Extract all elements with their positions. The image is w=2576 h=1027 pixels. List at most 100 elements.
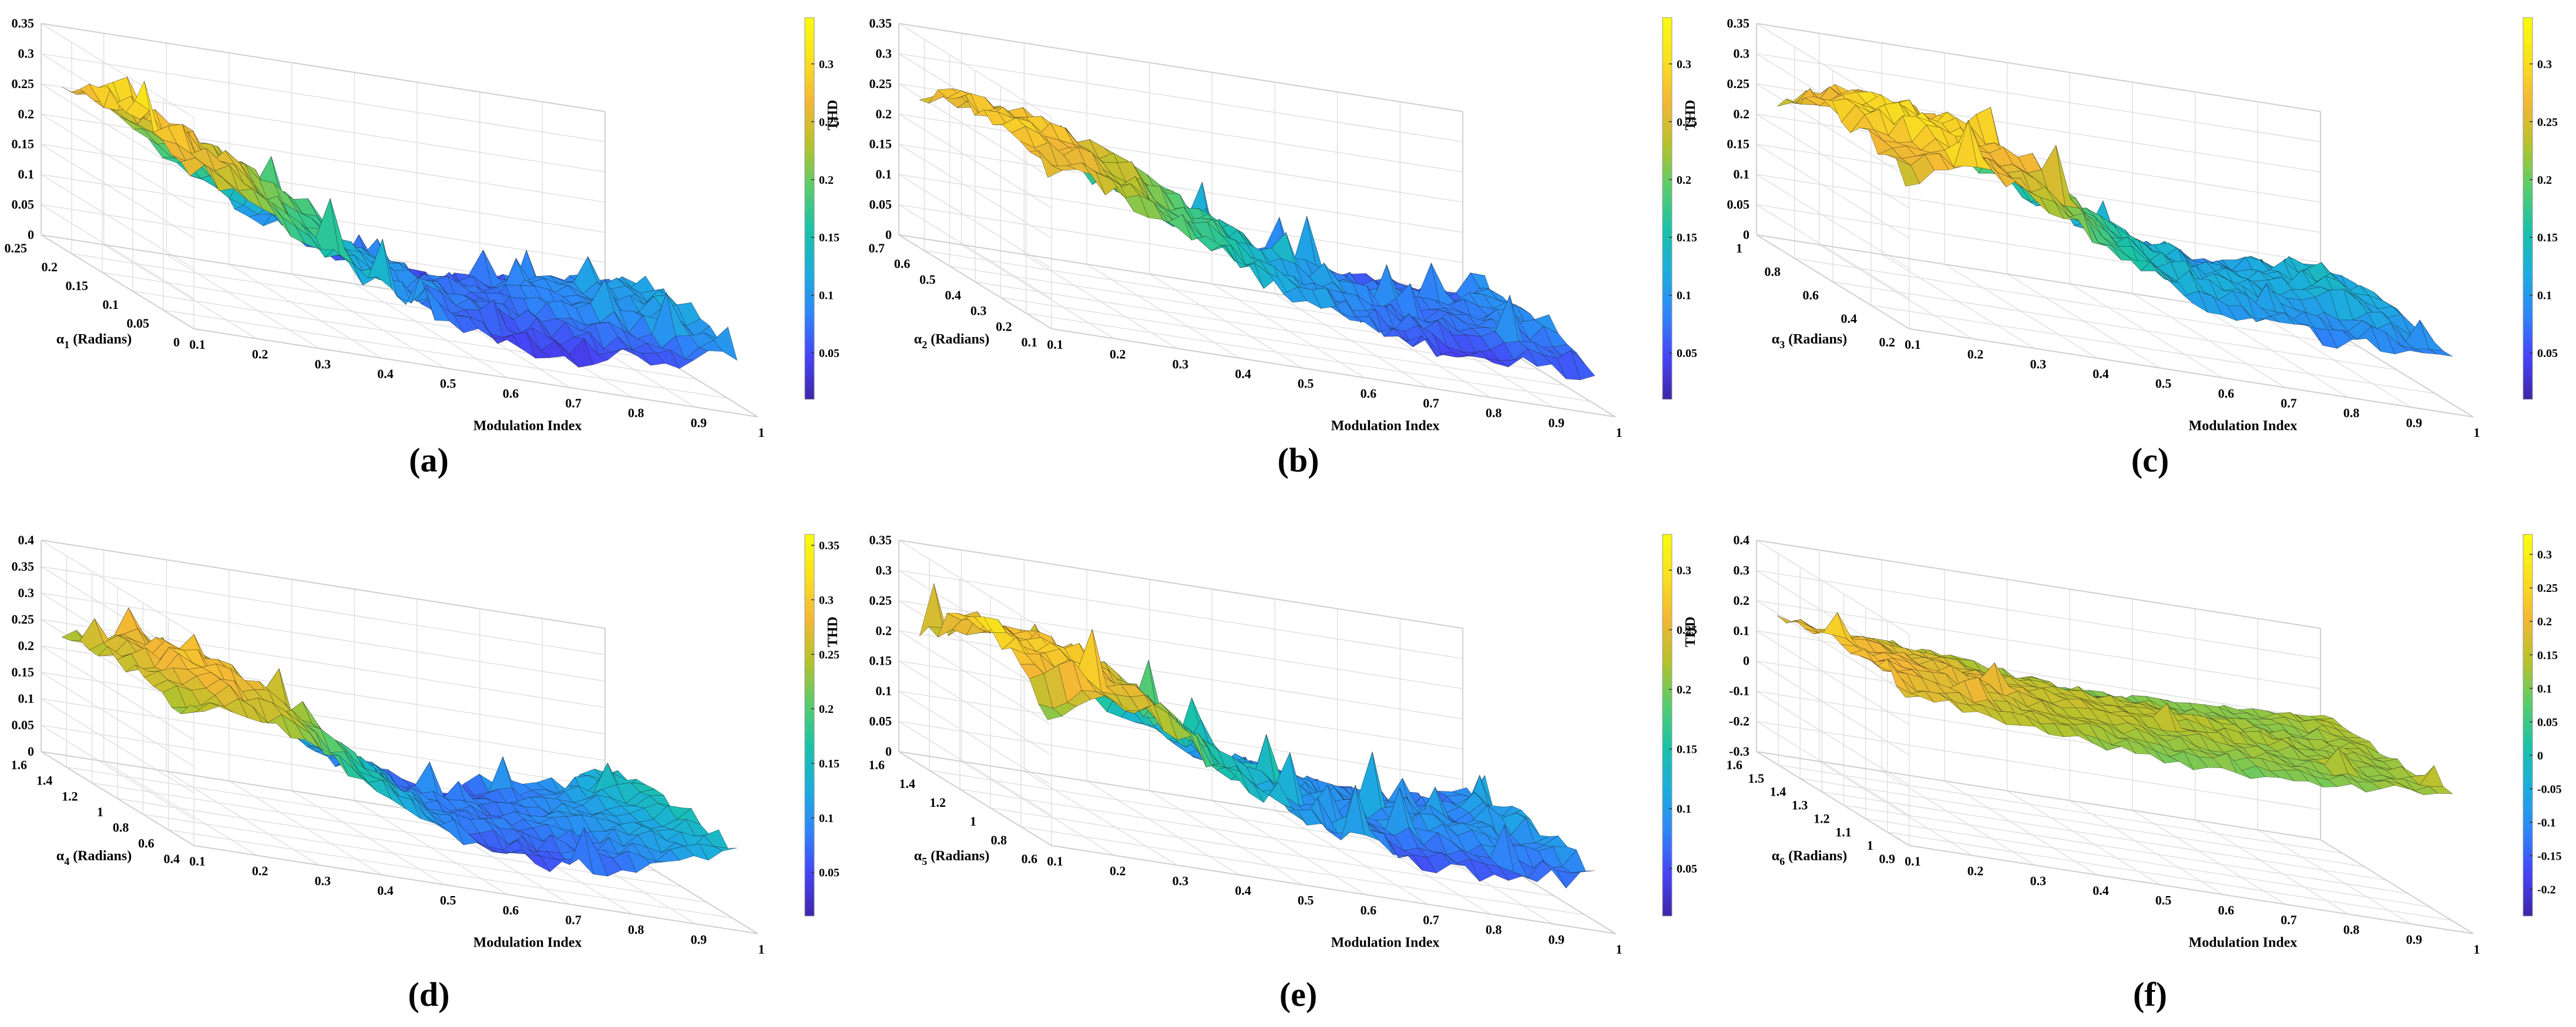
y-tick-label: 0.7: [869, 241, 885, 255]
colorbar-gradient: [2523, 17, 2533, 400]
colorbar-tick-label: 0.2: [819, 174, 834, 187]
z-tick-label: 0.1: [876, 683, 892, 698]
x-axis-label: Modulation Index: [2189, 419, 2298, 434]
wall-grid-line: [41, 23, 194, 118]
x-tick-label: 0.1: [1905, 337, 1921, 352]
surface-patch: [713, 846, 737, 851]
z-tick-label: 0.1: [1734, 167, 1750, 181]
colorbar-tick-label: 0.15: [819, 757, 839, 770]
floor-grid-line: [1865, 818, 2430, 908]
panel-d: 0.1 0.2 0.3 0.4 0.5 0.6 0.7 0.8 0.9 1 1.6 1.4 1.2 1 0.…: [0, 517, 858, 1027]
x-tick-label: 0.8: [2343, 406, 2360, 420]
colorbar: 0.05 0.1 0.15 0.2 0.25 0.3: [2523, 17, 2558, 400]
z-tick-label: 0.2: [18, 106, 35, 121]
floor-grid-line: [975, 281, 1540, 371]
y-axis-label: α4 (Radians): [56, 848, 132, 867]
y-tick-label: 0.1: [103, 297, 119, 312]
floor-grid-line: [1211, 800, 1365, 895]
x-tick-label: 1: [758, 942, 765, 957]
colorbar-tick-label: 0.1: [2537, 289, 2552, 302]
colorbar-tick-label: 0.05: [2537, 716, 2558, 729]
x-tick-label: 0.2: [1967, 347, 1984, 362]
colorbar-tick-label: 0.2: [2537, 174, 2552, 187]
y-axis-label: α3 (Radians): [1772, 332, 1847, 351]
z-tick-label: 0.3: [876, 46, 892, 60]
z-tick-label: 0.15: [869, 654, 892, 668]
floor-grid-line: [2257, 829, 2411, 924]
x-tick-label: 0.1: [1905, 854, 1921, 868]
x-tick-label: 0.3: [1173, 356, 1189, 371]
panel-c: 0.1 0.2 0.3 0.4 0.5 0.6 0.7 0.8 0.9 1 1 0.8 0.6 0.4 0.…: [1683, 0, 2576, 479]
floor-grid-line: [291, 274, 445, 369]
axis-frame-line: [1909, 328, 2474, 417]
floor-grid-line: [961, 761, 1115, 856]
panel-f: 0.1 0.2 0.3 0.4 0.5 0.6 0.7 0.8 0.9 1 1.6 1.5 1.4 1.3…: [1683, 517, 2576, 1027]
x-tick-label: 0.5: [2155, 893, 2172, 908]
y-tick-label: 0.2: [42, 260, 58, 274]
z-tick-label: 0.05: [869, 714, 892, 729]
wall-grid-line: [898, 661, 1052, 756]
y-axis-label-units: (Radians): [1785, 848, 1847, 864]
y-axis-label-units: (Radians): [1785, 332, 1847, 347]
x-tick-label: 0.9: [691, 932, 707, 947]
colorbar-tick-label: 0.15: [819, 231, 839, 244]
y-tick-label: 0.15: [66, 278, 89, 293]
wall-grid-line: [41, 204, 194, 299]
colorbar-tick-label: -0.1: [2537, 816, 2556, 829]
z-tick-label: 0: [1743, 227, 1749, 242]
wall-grid-line: [41, 672, 606, 761]
x-tick-label: 0.8: [1486, 406, 1502, 420]
axis-frame-line: [1051, 845, 1616, 934]
z-axis-label: THD: [1683, 617, 1698, 647]
y-tick-label: 1.4: [1770, 784, 1786, 799]
z-tick-label: 0.35: [12, 16, 35, 31]
x-tick-label: 0.7: [1423, 396, 1439, 410]
wall-grid-line: [1756, 630, 1910, 725]
z-tick-label: 0.35: [869, 16, 892, 31]
panel-label-f: (f): [2133, 975, 2167, 1013]
wall-grid-line: [41, 53, 606, 143]
wall-grid-line: [1756, 540, 1910, 635]
x-tick-label: 0.1: [1047, 854, 1063, 868]
wall-grid-line: [41, 113, 606, 203]
z-tick-label: 0: [28, 744, 34, 759]
y-axis-label: α6 (Radians): [1772, 848, 1847, 867]
floor-grid-line: [1832, 281, 2397, 371]
floor-grid-line: [990, 807, 1555, 897]
y-tick-label: 1: [1736, 241, 1742, 255]
x-tick-label: 1: [758, 425, 765, 440]
surface: [919, 583, 1595, 889]
x-tick-label: 0.5: [2155, 376, 2172, 391]
y-tick-label: 1: [97, 804, 103, 819]
z-tick-label: 0: [28, 227, 34, 242]
z-axis-label: THD: [1683, 100, 1698, 130]
colorbar-tick-label: 0.25: [819, 116, 839, 129]
colorbar-tick-label: 0.25: [819, 648, 839, 661]
colorbar-tick-label: 0.3: [2537, 548, 2552, 561]
y-tick-label: 0.2: [1879, 335, 1896, 349]
floor-grid-line: [166, 254, 320, 349]
y-tick-label: 1.6: [869, 757, 885, 772]
y-tick-label: 0.8: [113, 820, 129, 835]
wall-grid-line: [898, 720, 1052, 816]
y-axis-label-subscript: 3: [1779, 339, 1785, 351]
surface-patch: [713, 326, 738, 361]
colorbar-tick-label: 0.1: [819, 812, 834, 825]
colorbar: 0.05 0.1 0.15 0.2 0.25 0.3 0.35: [804, 534, 839, 917]
colorbar-gradient: [804, 17, 815, 400]
y-axis-label-subscript: 5: [922, 856, 927, 867]
x-tick-label: 0.4: [1235, 883, 1251, 898]
colorbar: 0.05 0.1 0.15 0.2 0.25 0.3: [1662, 534, 1697, 917]
wall-grid-line: [1756, 600, 2321, 689]
z-tick-label: 0.35: [12, 559, 35, 574]
floor-grid-line: [143, 813, 707, 903]
y-tick-label: 1.1: [1835, 824, 1852, 839]
x-tick-label: 0.4: [2093, 366, 2109, 381]
x-tick-label: 0.1: [189, 854, 206, 868]
x-tick-label: 0.9: [1549, 415, 1565, 430]
z-tick-label: 0.25: [12, 612, 35, 627]
wall-grid-line: [898, 113, 1463, 203]
surface-patch: [1442, 352, 1466, 358]
z-tick-label: 0.3: [18, 46, 35, 60]
z-tick-label: -0.2: [1729, 714, 1749, 729]
